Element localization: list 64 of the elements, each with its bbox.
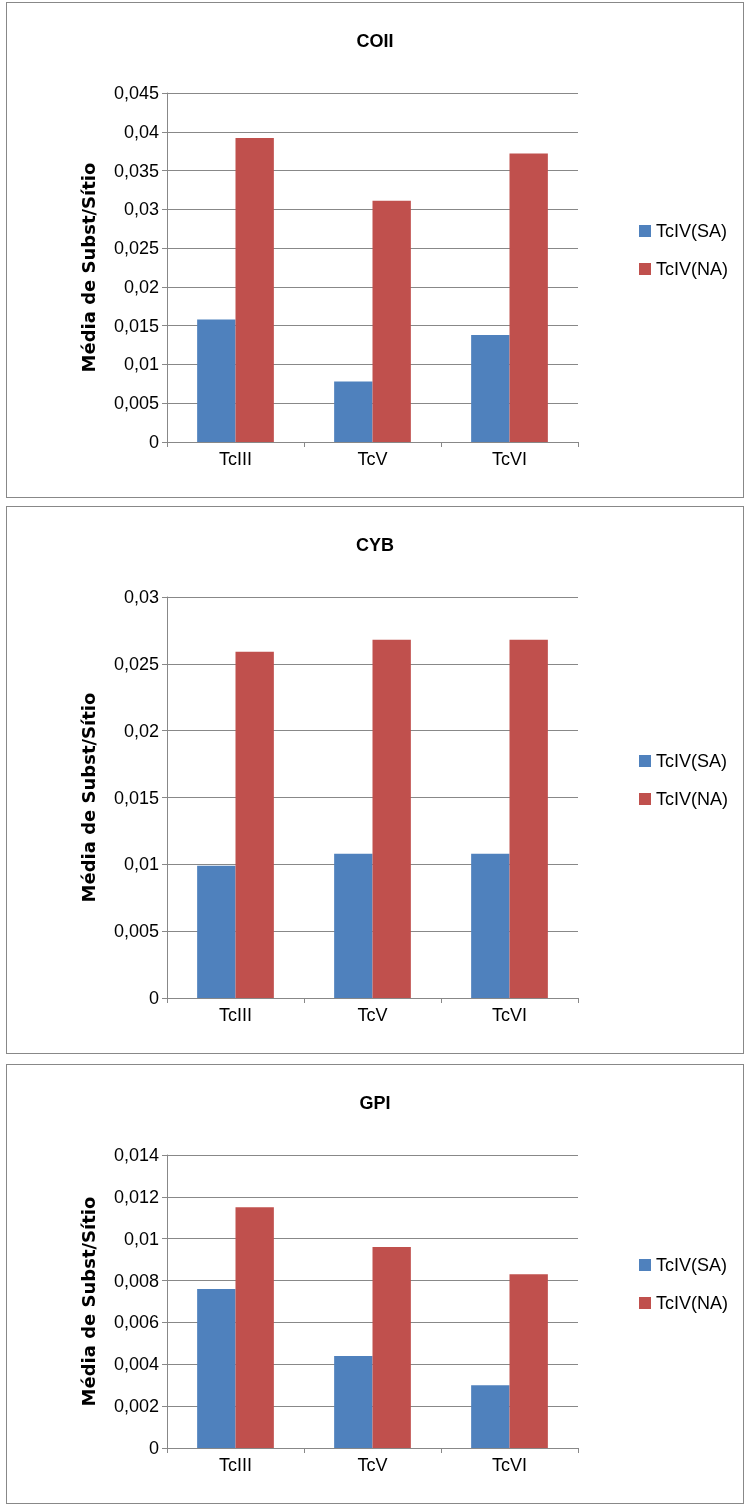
legend-label: TcIV(SA)	[656, 1255, 728, 1275]
bar	[372, 639, 411, 998]
x-tick-label: TcV	[357, 1455, 388, 1475]
y-tick-label: 0,006	[113, 1312, 159, 1333]
y-tick-label: 0	[148, 432, 159, 452]
y-tick-label: 0,005	[113, 393, 159, 414]
bar	[509, 1274, 548, 1448]
y-tick-label: 0,035	[113, 160, 159, 181]
chart-title: COII	[356, 31, 394, 51]
y-tick-label: 0,015	[113, 315, 159, 336]
bar	[334, 853, 373, 998]
legend-label: TcIV(SA)	[656, 221, 728, 241]
x-tick-label: TcV	[357, 1005, 388, 1025]
y-tick-label: 0,015	[113, 787, 159, 808]
y-tick-label: 0,01	[123, 354, 159, 375]
y-tick-label: 0,01	[123, 1228, 159, 1249]
bar	[197, 865, 236, 998]
bar	[334, 1355, 373, 1448]
bar	[471, 853, 510, 998]
y-tick-label: 0,02	[123, 276, 159, 297]
y-tick-label: 0,03	[123, 199, 159, 220]
y-tick-label: 0,005	[113, 921, 159, 942]
y-tick-label: 0,014	[113, 1145, 159, 1165]
y-axis-title: Média de Subst/Sítio	[77, 692, 99, 903]
bar	[471, 334, 510, 442]
y-tick-label: 0	[148, 1438, 159, 1458]
y-tick-label: 0,02	[123, 720, 159, 741]
y-tick-label: 0,002	[113, 1396, 159, 1417]
y-tick-label: 0,04	[123, 121, 159, 142]
x-tick-label: TcV	[357, 449, 388, 469]
bar	[197, 319, 236, 442]
y-tick-label: 0,025	[113, 653, 159, 674]
bar	[334, 381, 373, 442]
bar	[235, 651, 274, 998]
x-tick-label: TcIII	[218, 1455, 253, 1475]
bar	[509, 639, 548, 998]
y-axis-title: Média de Subst/Sítio	[77, 162, 99, 373]
legend-label: TcIV(NA)	[656, 789, 728, 809]
bar	[372, 200, 411, 442]
bar	[509, 153, 548, 442]
bar	[471, 1385, 510, 1448]
y-tick-label: 0,03	[123, 587, 159, 607]
y-tick-label: 0,008	[113, 1270, 159, 1291]
x-tick-label: TcVI	[491, 1455, 528, 1475]
x-tick-label: TcVI	[491, 1005, 528, 1025]
x-tick-label: TcIII	[218, 1005, 253, 1025]
legend-label: TcIV(NA)	[656, 1293, 728, 1313]
bar	[235, 137, 274, 442]
y-tick-label: 0,045	[113, 83, 159, 103]
chart-title: GPI	[359, 1093, 391, 1113]
x-tick-label: TcIII	[218, 449, 253, 469]
y-tick-label: 0,01	[123, 854, 159, 875]
legend-label: TcIV(NA)	[656, 259, 728, 279]
x-tick-label: TcVI	[491, 449, 528, 469]
y-axis-title: Média de Subst/Sítio	[77, 1196, 99, 1407]
y-tick-label: 0,004	[113, 1354, 159, 1375]
y-tick-label: 0,025	[113, 238, 159, 259]
bar	[372, 1247, 411, 1448]
bar	[235, 1207, 274, 1448]
y-tick-label: 0	[148, 988, 159, 1008]
chart-title: CYB	[355, 535, 395, 555]
y-tick-label: 0,012	[113, 1186, 159, 1207]
legend-label: TcIV(SA)	[656, 751, 728, 771]
bar	[197, 1288, 236, 1448]
